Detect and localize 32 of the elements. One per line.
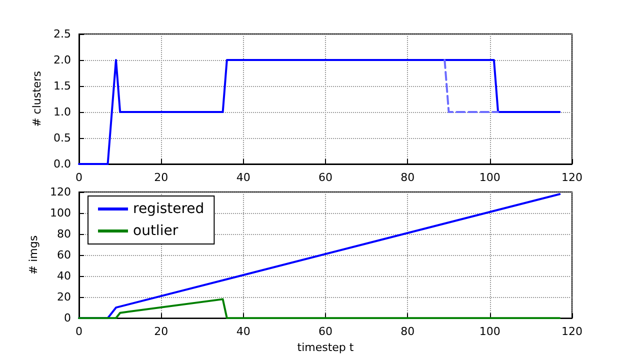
x-tick-label: 20 [154, 325, 168, 338]
y-tick-label: 80 [57, 228, 71, 241]
y-tick-label: 2.5 [54, 28, 71, 40]
x-tick-label: 80 [400, 171, 415, 184]
y-tick-label: 60 [57, 248, 71, 262]
x-tick-label: 60 [318, 171, 332, 184]
legend-label: outlier [133, 223, 178, 239]
y-tick-label: 0 [64, 312, 71, 325]
y-tick-label: 120 [50, 186, 71, 198]
y-tick-label: 20 [57, 290, 71, 304]
y-tick-label: 100 [50, 206, 71, 220]
x-tick-label: 20 [154, 171, 168, 184]
y-tick-label: 0.5 [54, 132, 71, 144]
y-tick-label: 1.5 [54, 80, 71, 92]
x-tick-label: 40 [236, 325, 250, 338]
x-tick-label: 0 [76, 171, 82, 184]
x-tick-label: 40 [236, 171, 250, 184]
y-axis-title: # imgs [27, 235, 40, 275]
x-axis-title: timestep t [297, 341, 354, 354]
y-tick-label: 2.0 [54, 54, 71, 66]
x-tick-label: 100 [479, 171, 500, 184]
y-tick-label: 40 [57, 270, 71, 283]
x-tick-label: 0 [76, 325, 82, 338]
x-tick-label: 120 [562, 325, 582, 338]
x-tick-label: 120 [562, 171, 582, 184]
y-tick-label: 0.0 [54, 158, 71, 170]
x-tick-label: 60 [318, 325, 332, 338]
y-tick-label: 1.0 [54, 106, 71, 118]
x-tick-label: 100 [479, 325, 500, 338]
x-tick-label: 80 [400, 325, 415, 338]
legend-label: registered [133, 201, 204, 217]
y-axis-title: # clusters [30, 70, 44, 127]
